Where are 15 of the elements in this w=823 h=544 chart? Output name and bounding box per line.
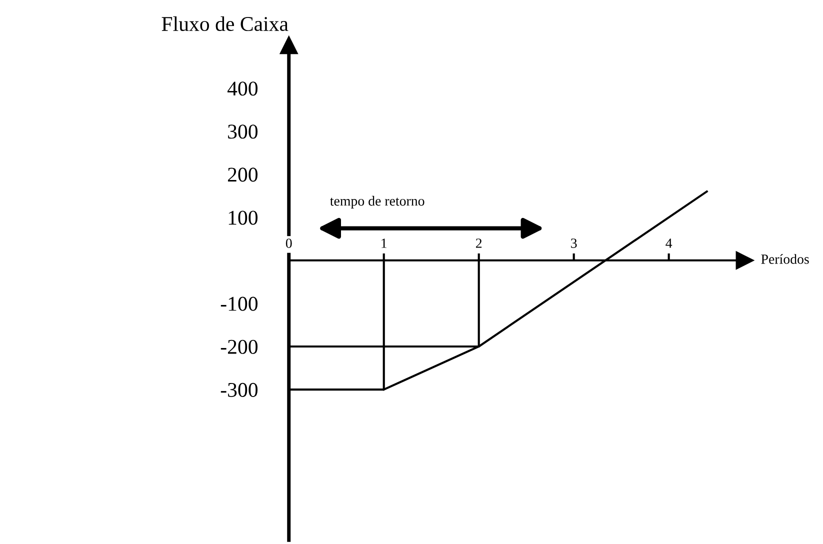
y-tick-label: -100 — [220, 296, 258, 311]
x-axis-title: Períodos — [761, 254, 809, 264]
y-axis-title: Fluxo de Caixa — [162, 16, 288, 32]
y-tick-label: 400 — [227, 82, 258, 96]
annotation: tempo de retorno — [330, 196, 424, 209]
y-tick-label: 300 — [228, 124, 258, 139]
x-tick-label: 2 — [476, 238, 482, 248]
x-tick-label: 1 — [382, 238, 386, 248]
y-tick-label: -300 — [220, 382, 258, 397]
y-tick-label: -200 — [220, 340, 258, 354]
x-tick-label: 3 — [571, 238, 577, 248]
x-tick-label: 0 — [286, 238, 292, 248]
y-tick-label: 200 — [228, 168, 258, 182]
y-tick-label: 100 — [228, 210, 258, 225]
x-tick-label: 4 — [666, 238, 672, 248]
